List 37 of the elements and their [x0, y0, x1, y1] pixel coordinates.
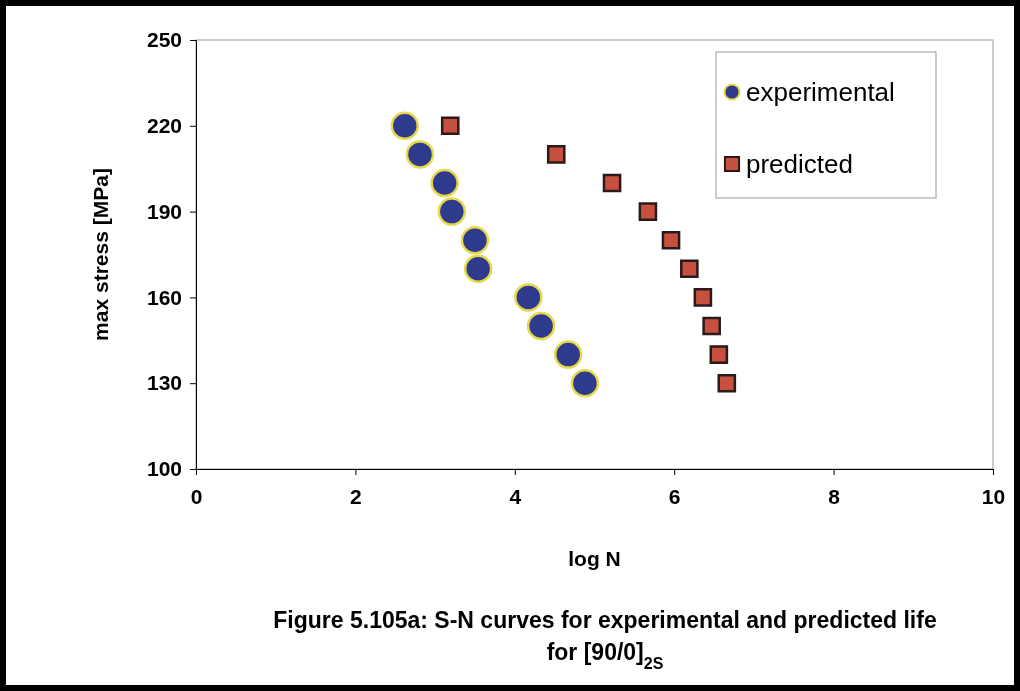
legend-label: predicted — [746, 149, 853, 179]
point — [717, 373, 737, 393]
y-tick-label: 190 — [146, 199, 182, 223]
x-tick-label: 10 — [981, 484, 1006, 508]
y-tick-label: 100 — [146, 457, 182, 481]
point — [390, 111, 420, 141]
x-tick-label: 2 — [350, 484, 362, 508]
y-axis-title: max stress [MPa] — [89, 168, 112, 341]
y-tick-label: 220 — [146, 114, 182, 138]
legend-label: experimental — [746, 77, 895, 107]
x-tick-label: 6 — [668, 484, 681, 508]
caption: Figure 5.105a: S-N curves for experimental and predicted life for [90/0]$_{2S}$ — [273, 607, 937, 672]
point — [693, 288, 713, 307]
point — [437, 197, 467, 226]
point — [553, 340, 583, 369]
point — [526, 311, 556, 341]
x-tick-label: 8 — [828, 484, 841, 508]
point — [430, 168, 459, 198]
point — [460, 225, 490, 255]
x-tick-label: 4 — [509, 484, 522, 508]
point — [514, 283, 543, 312]
point — [546, 145, 566, 164]
point — [440, 116, 460, 136]
x-tick-label: 0 — [190, 484, 203, 508]
y-tick-label: 160 — [146, 285, 182, 309]
point — [661, 230, 681, 250]
point — [702, 316, 721, 336]
y-tick-label: 250 — [146, 28, 182, 52]
x-axis-title: log N — [568, 547, 621, 570]
y-tick-label: 130 — [146, 371, 182, 395]
point — [602, 173, 622, 193]
point — [570, 368, 600, 398]
point — [638, 202, 658, 221]
point — [709, 345, 729, 364]
point — [463, 254, 493, 284]
point — [680, 259, 699, 279]
point — [405, 140, 435, 169]
